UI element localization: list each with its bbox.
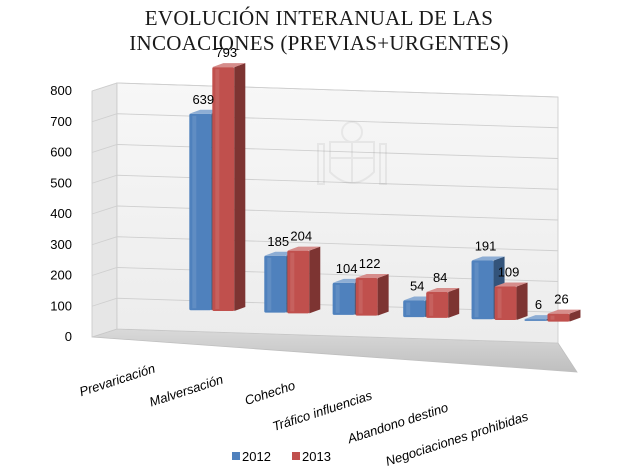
bar-top-face [355,274,389,279]
bar-top-face [494,282,528,287]
bar-highlight [429,293,434,316]
bar-2013-1 [212,63,246,312]
bar-top-face [212,63,246,68]
bar-side-face [309,246,321,314]
bar-side-face [448,287,460,318]
gridline [91,267,559,282]
gridline [91,113,559,129]
bar-side-face [569,309,581,322]
bar-2013-2 [287,246,321,314]
bar-highlight [358,280,363,314]
watermark-emblem [317,121,387,185]
bar-2013-4 [426,287,460,318]
data-label-2013-6: 26 [554,292,568,307]
gridline [91,82,559,98]
data-label-2012-5: 191 [475,239,497,254]
y-tick-label: 800 [50,83,72,98]
bar-top-face [426,287,460,292]
legend-swatch-2012 [232,452,240,460]
data-label-2013-2: 204 [290,229,312,244]
bar-highlight [550,315,555,320]
y-tick-label: 0 [65,329,72,344]
y-tick-label: 700 [50,114,72,129]
gridline [91,174,559,190]
category-label-1: Prevaricación [77,361,157,400]
bar-top-face [547,309,581,314]
y-axis-tick-labels: 0 100 200 300 400 500 600 700 800 [50,83,72,344]
bar-2013-3 [355,274,389,316]
gridline [91,236,559,252]
y-tick-label: 100 [50,298,72,313]
y-tick-label: 600 [50,145,72,160]
bar-side-face [516,282,528,320]
data-label-2012-4: 54 [410,278,424,293]
bar-highlight [192,115,197,309]
legend: 2012 2013 [232,449,331,464]
bar-front-face [547,313,570,322]
bar-2013-5 [494,282,528,320]
bars [189,63,581,322]
bar-highlight [474,262,479,318]
bar-highlight [406,302,411,316]
data-label-2013-1: 793 [215,45,237,60]
bar-highlight [290,252,295,312]
data-label-2013-4: 84 [433,270,447,285]
y-tick-label: 400 [50,206,72,221]
bar-front-face [524,319,547,321]
data-label-2012-1: 639 [192,92,214,107]
chart-title-line-1: EVOLUCIÓN INTERANUAL DE LAS [144,6,494,30]
bar-highlight [267,257,272,311]
data-label-2012-3: 104 [336,261,358,276]
bar-highlight [335,284,340,313]
data-label-2013-5: 109 [498,264,520,279]
bar-side-face [377,274,389,316]
category-label-3: Cohecho [243,378,297,408]
y-tick-label: 300 [50,237,72,252]
bar-side-face [234,63,246,312]
data-label-2012-2: 185 [267,234,289,249]
y-tick-label: 500 [50,175,72,190]
legend-swatch-2013 [292,452,300,460]
bar-highlight [215,69,220,310]
bar-2013-6 [547,309,581,322]
gridline [91,205,559,221]
bar-top-face [471,256,505,261]
bar-highlight [497,288,502,318]
chart-title-line-2: INCOACIONES (PREVIAS+URGENTES) [129,31,509,55]
legend-label-2013: 2013 [302,449,331,464]
chart-title: EVOLUCIÓN INTERANUAL DE LAS INCOACIONES … [0,6,638,56]
gridlines [91,82,559,313]
legend-label-2012: 2012 [242,449,271,464]
data-label-2012-6: 6 [535,297,542,312]
data-label-2013-3: 122 [359,256,381,271]
y-tick-label: 200 [50,268,72,283]
bar-top-face [287,246,321,251]
category-label-2: Malversación [147,372,224,410]
gridline [91,144,559,159]
